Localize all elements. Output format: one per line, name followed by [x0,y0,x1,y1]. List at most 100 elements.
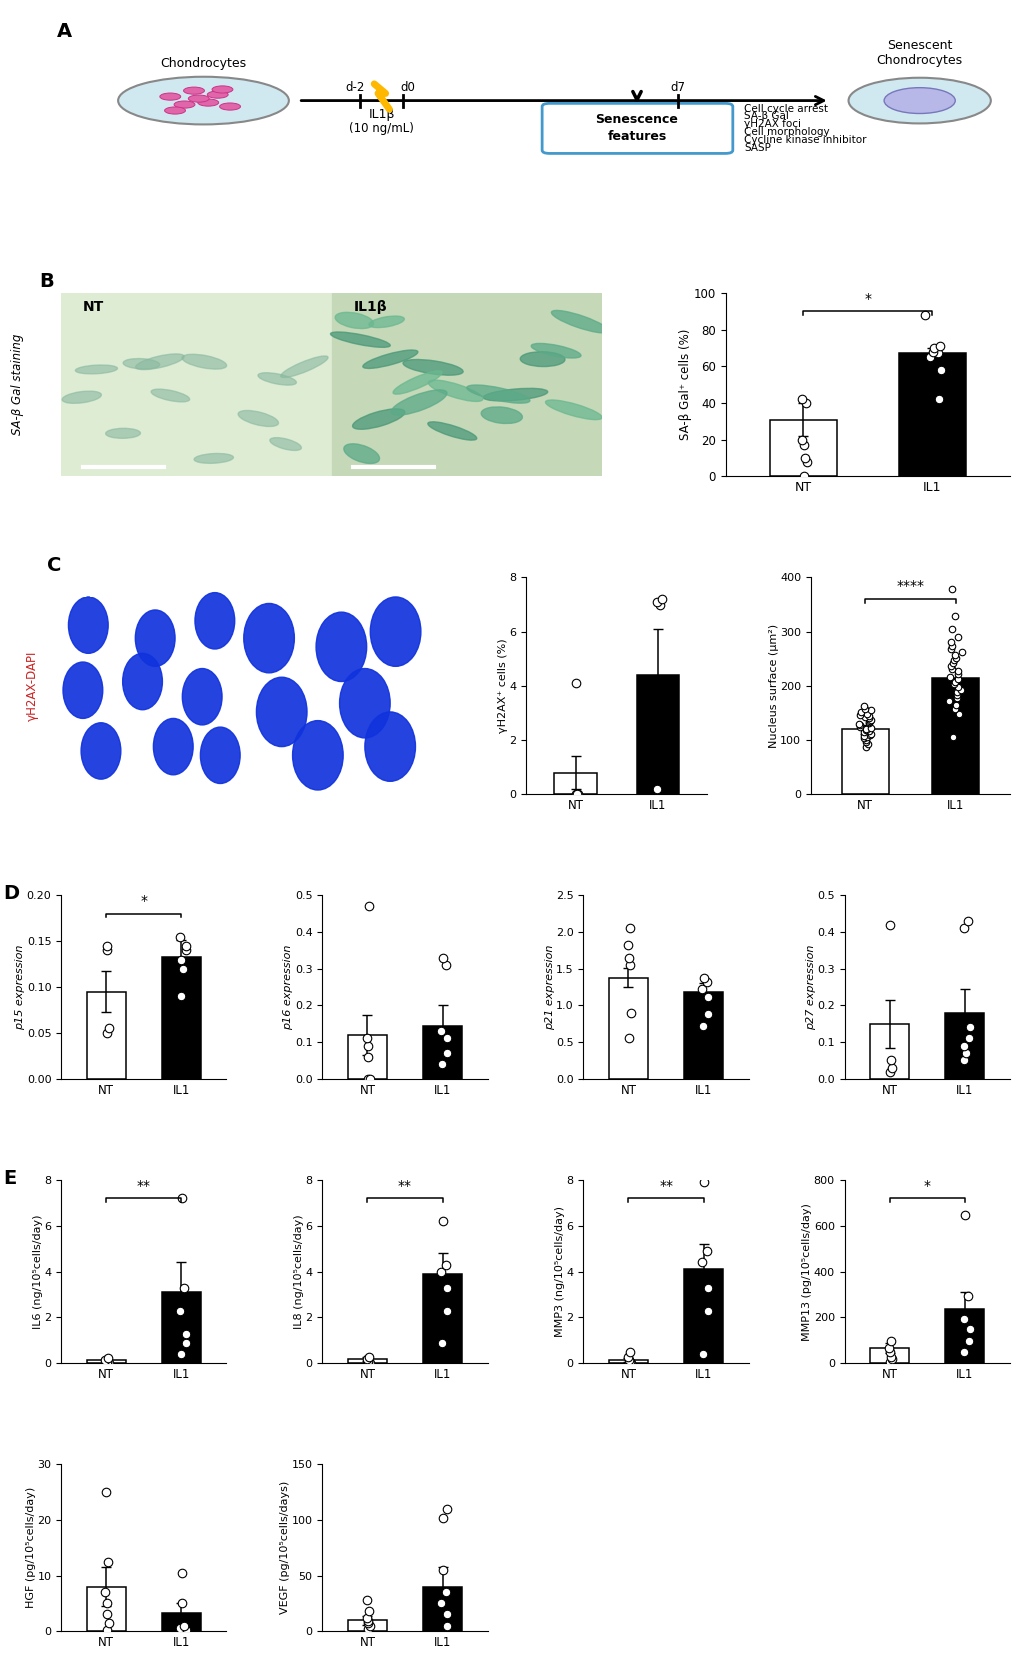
Ellipse shape [531,343,581,358]
Point [361,893,377,920]
Ellipse shape [106,428,141,438]
Point [948,679,964,706]
Bar [347,1036,386,1079]
Bar [636,674,679,795]
Point [434,944,450,970]
Point [955,915,971,942]
Point [861,708,877,734]
Ellipse shape [123,358,160,370]
Point [850,711,866,738]
Point [695,1169,711,1196]
Point [924,335,941,361]
Ellipse shape [183,87,204,94]
Point [961,1317,977,1343]
Point [855,723,871,750]
Point [178,1320,195,1347]
Point [950,701,966,728]
Point [621,1026,637,1052]
Bar [684,1270,722,1363]
Point [860,718,876,744]
Point [433,1017,449,1044]
Point [438,1297,454,1323]
Point [793,427,809,453]
Point [438,1496,454,1522]
Text: Senescent
Chondrocytes: Senescent Chondrocytes [875,38,962,67]
Text: D: D [3,885,19,903]
Bar [162,1292,201,1363]
Ellipse shape [136,355,184,370]
Point [943,656,959,683]
Y-axis label: SA-β Gal⁺ cells (%): SA-β Gal⁺ cells (%) [679,330,692,440]
Point [570,781,586,808]
Point [99,1589,115,1616]
Text: C: C [47,555,61,576]
Ellipse shape [883,87,955,114]
Point [957,1039,973,1066]
Point [172,1614,189,1641]
Bar [869,1348,908,1363]
Ellipse shape [363,350,418,368]
Bar [423,1273,462,1363]
Point [694,1340,710,1367]
Point [653,586,669,612]
Point [361,1613,377,1640]
Y-axis label: VEGF (pg/10⁵cells/days): VEGF (pg/10⁵cells/days) [280,1481,290,1614]
Point [699,1297,715,1323]
Ellipse shape [353,408,405,430]
Point [944,616,960,642]
Text: Cycline kinase inhibitor: Cycline kinase inhibitor [744,136,866,146]
Point [100,1609,116,1636]
Point [177,1618,194,1645]
Point [881,1343,898,1370]
Point [178,932,195,959]
Point [99,1019,115,1046]
Point [694,1012,710,1039]
Ellipse shape [292,721,342,790]
Bar [898,353,965,477]
Bar [87,992,125,1079]
Point [700,984,716,1010]
Point [855,693,871,719]
Point [945,649,961,676]
Point [881,1348,898,1375]
Ellipse shape [198,99,218,105]
Point [438,1613,454,1640]
Point [862,698,878,724]
Point [860,709,876,736]
Text: IL1β: IL1β [353,299,386,315]
Ellipse shape [481,407,522,423]
Point [622,1338,638,1365]
Point [99,1348,115,1375]
Point [851,713,867,739]
Point [858,701,874,728]
Ellipse shape [136,611,175,666]
Point [928,340,945,366]
Text: SA-β Gal: SA-β Gal [744,112,789,122]
Ellipse shape [68,597,108,654]
Text: *: * [923,1179,929,1193]
Point [961,1014,977,1041]
Point [360,1609,376,1636]
Point [360,1616,376,1643]
Ellipse shape [194,453,233,463]
Ellipse shape [339,669,390,738]
Ellipse shape [369,316,404,328]
Point [98,1479,114,1506]
Point [858,728,874,755]
Point [97,1347,113,1374]
Ellipse shape [256,678,307,746]
Point [433,1258,449,1285]
Point [858,723,874,750]
Point [941,688,957,714]
Point [360,1044,376,1071]
Bar [841,729,888,795]
Point [99,1601,115,1628]
Point [945,647,961,674]
Ellipse shape [122,654,162,709]
Point [172,923,189,950]
Bar [87,1586,125,1631]
Point [439,1026,455,1052]
Point [948,691,964,718]
Ellipse shape [63,663,103,718]
Point [930,386,947,413]
